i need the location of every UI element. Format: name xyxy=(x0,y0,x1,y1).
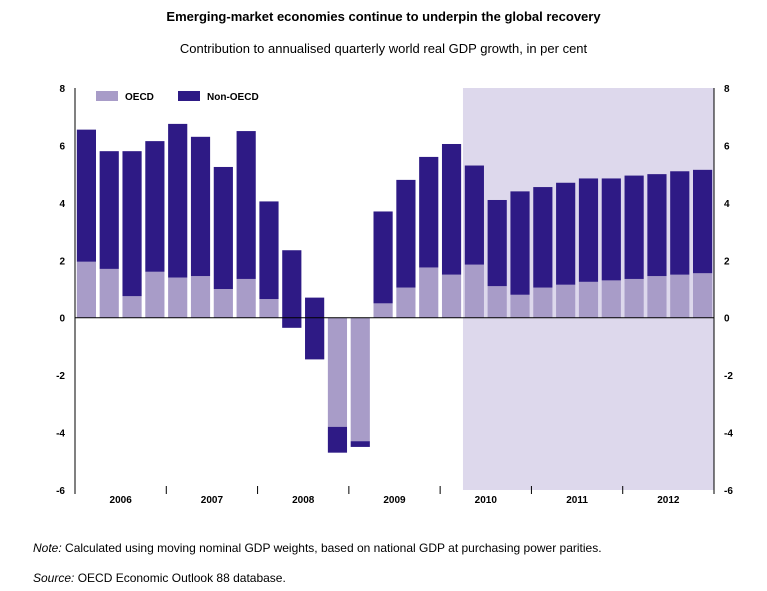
bar-non-oecd xyxy=(282,250,302,328)
x-tick-label: 2007 xyxy=(201,495,224,506)
bar-oecd xyxy=(373,303,393,318)
bar-non-oecd xyxy=(99,151,119,269)
x-tick-label: 2006 xyxy=(110,495,133,506)
bar-oecd xyxy=(510,294,530,318)
bar-non-oecd xyxy=(601,178,621,281)
y-tick-label-right: 4 xyxy=(724,199,730,210)
bar-non-oecd xyxy=(259,201,279,300)
y-tick-label-right: 6 xyxy=(724,141,730,152)
legend-swatch-oecd xyxy=(96,91,118,101)
y-tick-label-right: 2 xyxy=(724,256,730,267)
bar-non-oecd xyxy=(373,211,393,304)
bar-non-oecd xyxy=(419,156,439,268)
bar-non-oecd xyxy=(533,187,553,288)
bar-non-oecd xyxy=(305,297,325,360)
y-tick-label-left: 6 xyxy=(59,141,65,152)
y-tick-label-left: 4 xyxy=(59,199,65,210)
bar-oecd xyxy=(624,278,644,318)
note-label: Note: xyxy=(33,541,62,555)
y-tick-label-right: 0 xyxy=(724,314,730,325)
source-text: Source: OECD Economic Outlook 88 databas… xyxy=(33,571,286,585)
bar-oecd xyxy=(327,317,348,427)
bar-non-oecd xyxy=(236,131,256,279)
x-tick-label: 2008 xyxy=(292,495,315,506)
bar-oecd xyxy=(464,264,484,318)
bar-non-oecd xyxy=(464,165,484,265)
bar-non-oecd xyxy=(624,175,644,279)
bar-non-oecd xyxy=(122,151,142,297)
bar-oecd xyxy=(556,284,576,318)
bar-oecd xyxy=(647,276,667,318)
bar-non-oecd xyxy=(578,178,599,282)
bar-oecd xyxy=(99,268,119,318)
bar-non-oecd xyxy=(556,182,576,285)
bar-non-oecd xyxy=(213,166,233,289)
bar-oecd xyxy=(419,267,439,318)
bar-oecd xyxy=(236,278,256,318)
bar-non-oecd xyxy=(396,179,416,288)
legend-label-non-oecd: Non-OECD xyxy=(207,92,259,103)
x-tick-label: 2011 xyxy=(566,495,588,506)
bar-oecd xyxy=(487,286,507,318)
legend-label-oecd: OECD xyxy=(125,92,154,103)
x-tick-label: 2009 xyxy=(383,495,406,506)
bar-oecd xyxy=(533,287,553,318)
bar-non-oecd xyxy=(76,129,96,262)
bar-oecd xyxy=(670,274,690,318)
y-tick-label-right: 8 xyxy=(724,84,730,95)
y-tick-label-right: -6 xyxy=(724,486,733,497)
y-tick-label-left: 0 xyxy=(59,314,65,325)
source-label: Source: xyxy=(33,571,75,585)
bar-oecd xyxy=(693,273,713,318)
y-tick-label-right: -4 xyxy=(724,429,733,440)
bar-oecd xyxy=(601,280,621,318)
bar-non-oecd xyxy=(145,141,165,272)
y-tick-label-left: -6 xyxy=(56,486,65,497)
y-tick-label-left: 8 xyxy=(59,84,65,95)
bar-non-oecd xyxy=(670,171,690,275)
chart-title: Emerging-market economies continue to un… xyxy=(166,9,601,24)
legend-swatch-non-oecd xyxy=(178,91,200,101)
bar-oecd xyxy=(190,276,211,318)
bar-non-oecd xyxy=(647,174,667,277)
bar-oecd xyxy=(350,317,370,442)
bar-oecd xyxy=(396,287,416,318)
bar-non-oecd xyxy=(168,123,188,278)
y-tick-label-right: -2 xyxy=(724,371,733,382)
y-tick-label-left: -4 xyxy=(56,429,65,440)
bar-oecd xyxy=(578,281,599,318)
bar-oecd xyxy=(259,299,279,318)
chart-subtitle: Contribution to annualised quarterly wor… xyxy=(179,41,588,56)
x-tick-label: 2012 xyxy=(657,495,680,506)
bar-non-oecd xyxy=(190,136,211,277)
bar-oecd xyxy=(213,289,233,318)
bar-oecd xyxy=(441,274,462,318)
bar-non-oecd xyxy=(487,199,507,287)
source-body: OECD Economic Outlook 88 database. xyxy=(77,571,286,585)
bar-oecd xyxy=(145,271,165,318)
y-tick-label-left: 2 xyxy=(59,256,65,267)
bar-non-oecd xyxy=(693,169,713,274)
note-body: Calculated using moving nominal GDP weig… xyxy=(65,541,602,555)
bar-non-oecd xyxy=(350,441,370,447)
bar-oecd xyxy=(168,277,188,318)
bar-oecd xyxy=(76,261,96,318)
y-tick-label-left: -2 xyxy=(56,371,65,382)
bar-oecd xyxy=(122,296,142,318)
note-text: Note: Calculated using moving nominal GD… xyxy=(33,541,602,555)
x-tick-label: 2010 xyxy=(475,495,498,506)
bar-non-oecd xyxy=(510,191,530,295)
bar-non-oecd xyxy=(327,426,348,453)
bar-non-oecd xyxy=(441,143,462,275)
